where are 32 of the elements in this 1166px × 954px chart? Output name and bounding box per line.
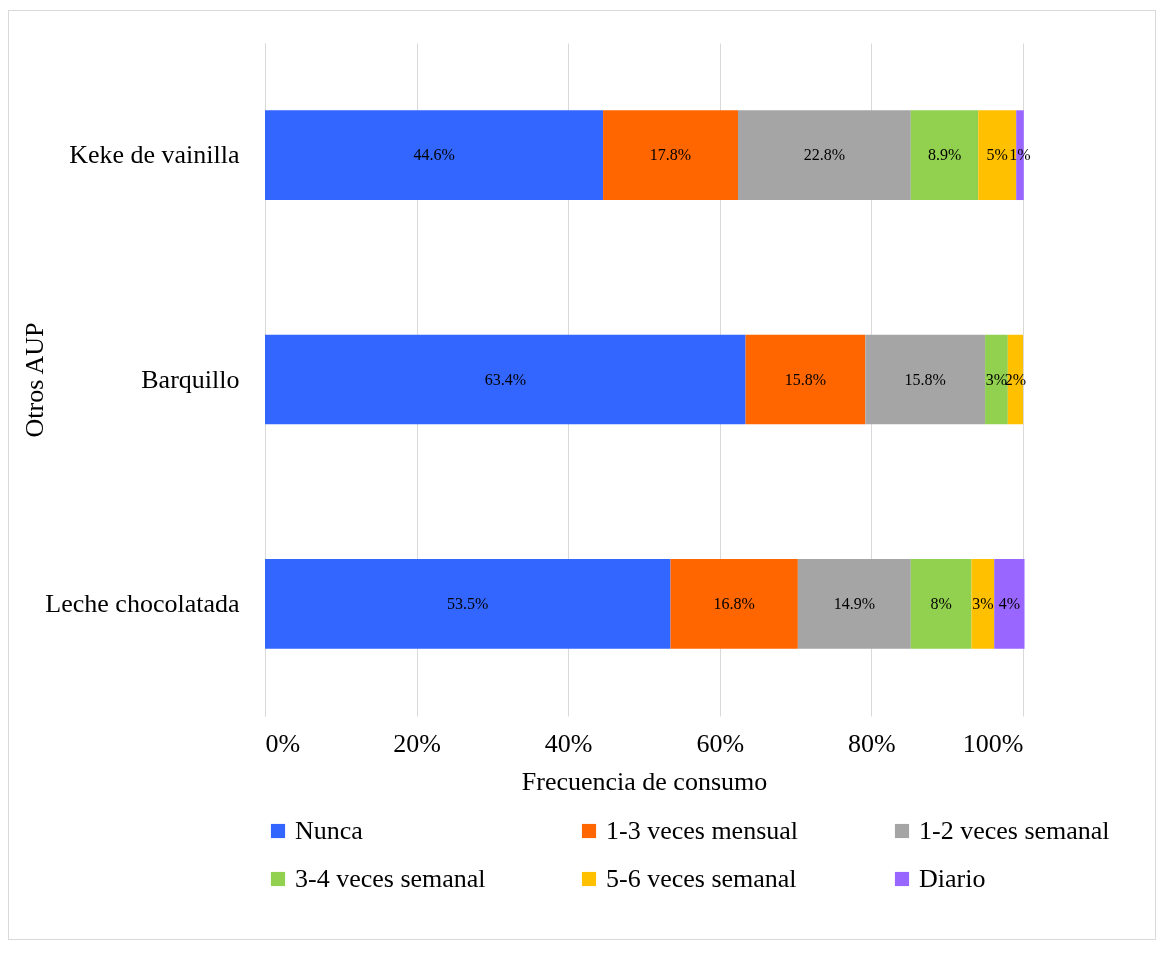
legend-label: Nunca: [295, 816, 364, 845]
data-label: 14.9%: [833, 594, 876, 612]
legend-label: 3-4 veces semanal: [295, 864, 486, 893]
y-tick-label: Barquillo: [141, 364, 240, 394]
data-label: 8%: [930, 594, 952, 612]
y-tick-label: Keke de vainilla: [69, 140, 240, 170]
data-label: 4%: [998, 594, 1021, 612]
legend-label: 1-3 veces mensual: [606, 816, 799, 845]
data-label: 3%: [985, 370, 1008, 388]
data-label: 15.8%: [784, 370, 827, 388]
data-label: 5%: [986, 146, 1008, 164]
legend-label: 1-2 veces semanal: [919, 816, 1110, 845]
data-label: 3%: [972, 594, 994, 612]
data-label: 16.8%: [713, 594, 755, 612]
legend-label: 5-6 veces semanal: [606, 864, 797, 893]
x-tick-label: 80%: [848, 728, 896, 758]
data-label: 44.6%: [413, 146, 455, 164]
x-tick-label: 0%: [265, 728, 301, 758]
y-axis-title: Otros AUP: [19, 322, 49, 438]
data-label: 22.8%: [803, 146, 846, 164]
data-label: 8.9%: [927, 146, 962, 164]
y-tick-label: Leche chocolatada: [45, 588, 240, 618]
x-tick-label: 20%: [393, 728, 441, 758]
x-tick-label: 60%: [696, 728, 745, 758]
x-tick-label: 100%: [962, 728, 1024, 758]
legend-label: Diario: [919, 864, 986, 893]
data-label: 17.8%: [649, 146, 692, 164]
x-axis-title: Frecuencia de consumo: [521, 766, 768, 796]
data-label: 53.5%: [447, 594, 489, 612]
x-tick-label: 40%: [544, 728, 593, 758]
data-label: 15.8%: [904, 370, 946, 388]
data-label: 63.4%: [484, 370, 526, 388]
